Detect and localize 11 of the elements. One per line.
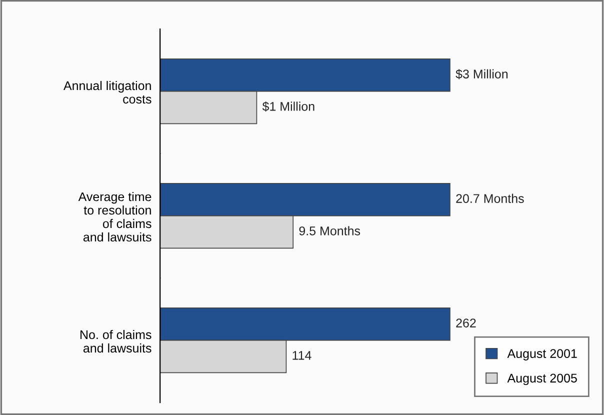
- y-tick-label: Annual litigation costs: [64, 80, 152, 104]
- data-label: 20.7 Months: [456, 194, 524, 203]
- y-tick-label: Average time to resolution of claims and lawsuits: [78, 192, 152, 242]
- legend-label: August 2005: [507, 374, 577, 386]
- data-label: $1 Million: [262, 101, 314, 112]
- data-label: 9.5 Months: [299, 226, 360, 236]
- data-label: 114: [292, 351, 312, 360]
- data-label: $3 Million: [456, 69, 508, 80]
- data-label: 262: [456, 318, 476, 328]
- y-tick-label: No. of claims and lawsuits: [80, 330, 152, 353]
- legend-label: August 2001: [507, 349, 577, 360]
